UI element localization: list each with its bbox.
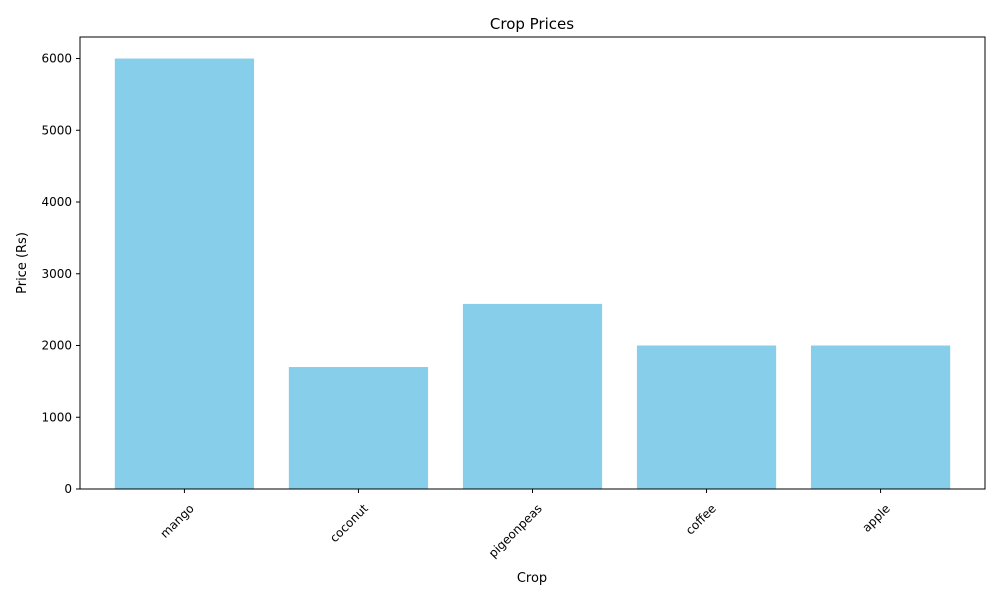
x-axis-label: Crop: [517, 571, 547, 586]
chart-title: Crop Prices: [490, 15, 574, 33]
x-tick-label: coconut: [327, 501, 371, 545]
y-tick-label: 3000: [41, 267, 72, 281]
y-tick-label: 6000: [41, 52, 72, 66]
bar-coffee: [636, 345, 777, 489]
bar-mango: [114, 58, 255, 490]
y-tick-label: 2000: [41, 339, 72, 353]
y-tick-label: 5000: [41, 123, 72, 137]
x-axis-ticks: mango coconut pigeonpeas coffee apple: [157, 489, 893, 560]
bars-group: [114, 58, 951, 490]
x-tick-label: pigeonpeas: [486, 501, 545, 560]
y-axis-label: Price (Rs): [15, 232, 30, 294]
x-tick-label: apple: [859, 501, 892, 534]
y-axis-ticks: 0 1000 2000 3000 4000 5000 6000: [41, 52, 80, 496]
y-tick-label: 0: [64, 482, 72, 496]
y-tick-label: 4000: [41, 195, 72, 209]
x-tick-label: coffee: [683, 501, 719, 537]
plot-frame: [79, 36, 986, 490]
bar-pigeonpeas: [462, 303, 603, 489]
x-tick-label: mango: [157, 501, 196, 540]
bar-coconut: [288, 367, 429, 489]
y-tick-label: 1000: [41, 410, 72, 424]
bar-apple: [810, 345, 951, 489]
